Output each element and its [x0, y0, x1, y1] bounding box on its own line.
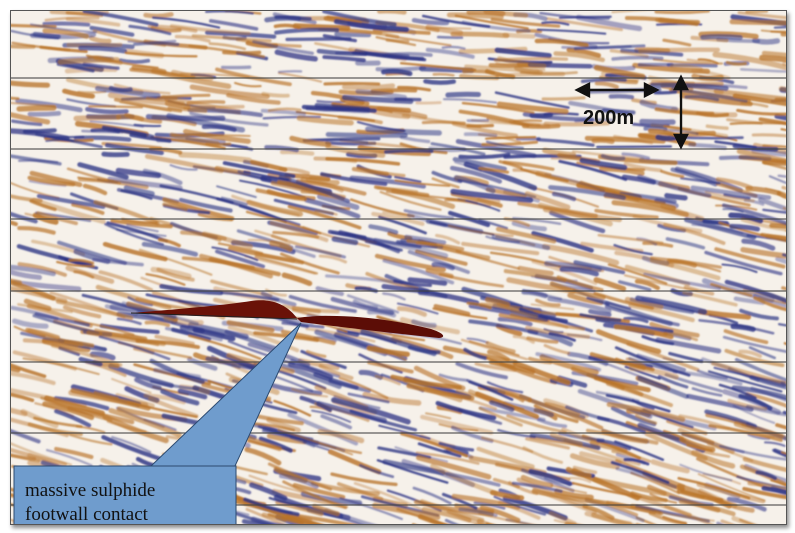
- scale-arrows: [574, 74, 689, 150]
- callout-label: massive sulphide footwall contact: [25, 479, 235, 525]
- callout-pointer: [13, 322, 302, 524]
- seismic-section-figure: 200m massive sulphide footwall contact: [10, 10, 787, 525]
- depth-gridlines: [11, 77, 786, 506]
- seismic-section-image: [11, 11, 786, 524]
- scale-bar-label: 200m: [583, 107, 635, 129]
- callout-line-2: footwall contact: [25, 504, 148, 525]
- callout-line-1: massive sulphide: [25, 480, 156, 501]
- sulphide-lens: [130, 300, 444, 338]
